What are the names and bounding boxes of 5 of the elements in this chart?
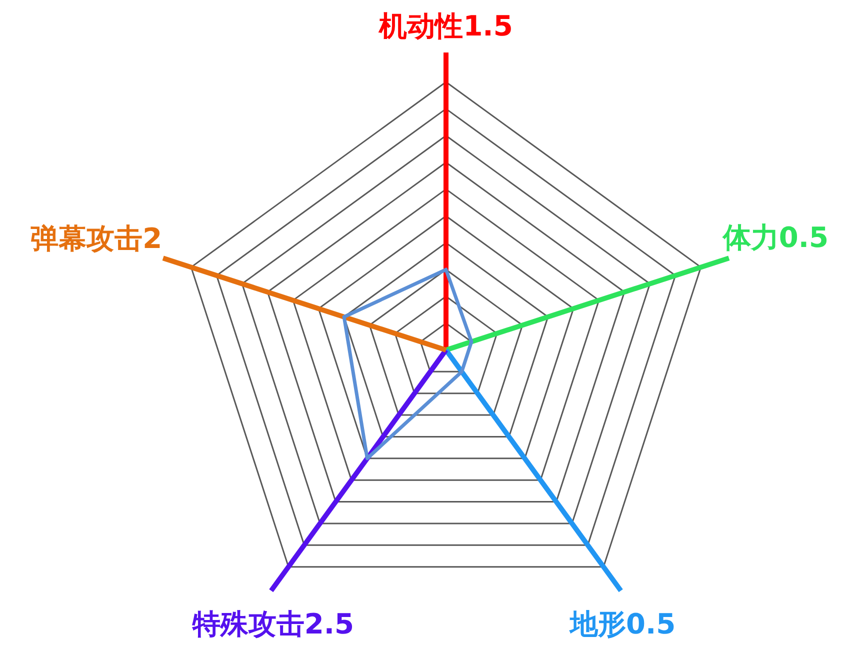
spoke-label: 机动性1.5 bbox=[378, 10, 513, 43]
spoke-label: 体力0.5 bbox=[722, 221, 829, 254]
spoke-label: 地形0.5 bbox=[568, 608, 676, 641]
spoke-label: 特殊攻击2.5 bbox=[191, 608, 354, 641]
spoke-label: 弹幕攻击2 bbox=[30, 222, 162, 256]
